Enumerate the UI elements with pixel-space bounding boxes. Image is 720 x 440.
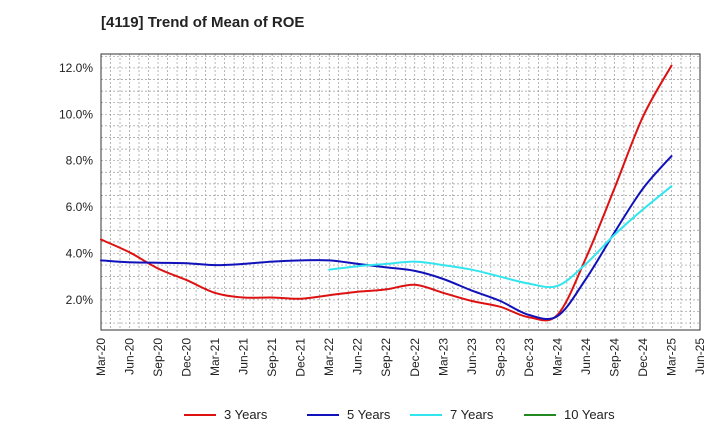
series-line-5-years bbox=[100, 155, 673, 321]
y-tick-label: 12.0% bbox=[59, 61, 93, 75]
legend-label-3-years: 3 Years bbox=[224, 407, 268, 422]
x-tick-label: Mar-23 bbox=[436, 338, 450, 376]
chart-title: [4119] Trend of Mean of ROE bbox=[101, 14, 305, 31]
x-tick-label: Jun-20 bbox=[123, 338, 137, 375]
y-tick-label: 4.0% bbox=[66, 246, 94, 260]
x-tick-label: Dec-23 bbox=[522, 338, 536, 377]
legend-label-10-years: 10 Years bbox=[564, 407, 615, 422]
x-tick-label: Sep-20 bbox=[151, 338, 165, 377]
x-tick-label: Dec-22 bbox=[408, 338, 422, 377]
series-line-7-years bbox=[328, 185, 673, 289]
x-tick-label: Jun-23 bbox=[465, 338, 479, 375]
x-tick-label: Jun-25 bbox=[693, 338, 707, 375]
x-tick-label: Jun-22 bbox=[351, 338, 365, 375]
y-tick-label: 8.0% bbox=[66, 154, 94, 168]
x-tick-label: Dec-21 bbox=[294, 338, 308, 377]
series-line-3-years bbox=[100, 64, 673, 322]
plot-frame bbox=[100, 53, 701, 331]
x-tick-label: Sep-23 bbox=[493, 338, 507, 377]
plot-area bbox=[101, 54, 700, 330]
x-tick-label: Mar-25 bbox=[664, 338, 678, 376]
x-tick-label: Mar-21 bbox=[208, 338, 222, 376]
x-tick-label: Sep-21 bbox=[265, 338, 279, 377]
x-tick-label: Mar-22 bbox=[322, 338, 336, 376]
x-tick-label: Mar-20 bbox=[94, 338, 108, 376]
x-tick-label: Jun-24 bbox=[579, 338, 593, 375]
x-tick-label: Dec-20 bbox=[180, 338, 194, 377]
y-tick-label: 6.0% bbox=[66, 200, 94, 214]
legend-label-7-years: 7 Years bbox=[450, 407, 494, 422]
x-tick-label: Mar-24 bbox=[550, 338, 564, 376]
x-tick-label: Sep-22 bbox=[379, 338, 393, 377]
legend-label-5-years: 5 Years bbox=[347, 407, 391, 422]
grid bbox=[101, 54, 700, 330]
y-tick-label: 2.0% bbox=[66, 293, 94, 307]
x-tick-label: Sep-24 bbox=[607, 338, 621, 377]
x-tick-label: Jun-21 bbox=[237, 338, 251, 375]
x-tick-label: Dec-24 bbox=[636, 338, 650, 377]
y-tick-label: 10.0% bbox=[59, 107, 93, 121]
